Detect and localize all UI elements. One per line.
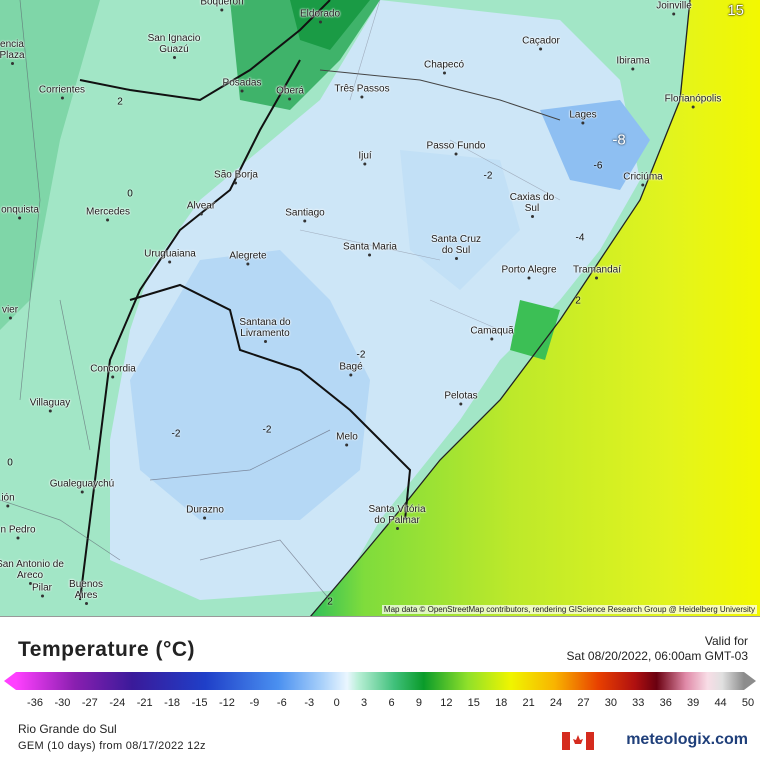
colorbar-tick-label: -6: [276, 697, 287, 709]
contour-label: -2: [171, 428, 181, 440]
city-label: San Ignacio Guazú: [139, 33, 209, 59]
colorbar-tick-label: -9: [249, 697, 260, 709]
city-label: Pilar: [32, 583, 52, 598]
colorbar-tick-label: 30: [604, 697, 617, 709]
city-label: Criciúma: [623, 172, 662, 187]
colorbar-tick-label: 18: [495, 697, 508, 709]
colorbar-tick-label: 15: [467, 697, 480, 709]
colorbar-tick-label: -3: [304, 697, 315, 709]
city-label: Mercedes: [86, 207, 130, 222]
city-label: San Antonio de Areco: [0, 559, 65, 585]
city-label: vier: [2, 305, 18, 320]
flag-icon: [562, 732, 594, 750]
city-label: Durazno: [186, 505, 224, 520]
city-label: Santa Maria: [343, 242, 397, 257]
contour-label: 0: [7, 457, 13, 469]
colorbar-tick-label: -12: [219, 697, 235, 709]
colorbar-tick-label: 50: [741, 697, 755, 709]
attribution: Map data © OpenStreetMap contributors, r…: [381, 605, 757, 614]
city-label: Villaguay: [30, 398, 70, 413]
colorbar-tick-label: 12: [440, 697, 453, 709]
colorbar-tick-label: 0: [333, 697, 340, 709]
city-label: Concordia: [90, 364, 136, 379]
colorbar-tick-label: 21: [522, 697, 535, 709]
city-label: Uruguaiana: [144, 249, 196, 264]
city-label: onquista: [1, 205, 39, 220]
colorbar-tick-label: -18: [164, 697, 181, 709]
city-label: Ibirama: [616, 56, 649, 71]
city-label: Pelotas: [444, 391, 477, 406]
colorbar-tick-label: 9: [415, 697, 422, 709]
colorbar-tick-label: 27: [577, 697, 590, 709]
colorbar-tick-label: 36: [659, 697, 672, 709]
city-label: Posadas: [223, 78, 262, 93]
city-label: Alvear: [187, 201, 215, 216]
city-label: Bagé: [339, 362, 362, 377]
legend-title: Temperature (°C): [18, 638, 196, 661]
city-label: Santa Cruz do Sul: [426, 234, 486, 260]
contour-label: 2: [117, 96, 123, 108]
city-label: Tramandaí: [573, 265, 621, 280]
contour-label: -2: [262, 424, 272, 436]
city-label: n Pedro: [0, 525, 35, 540]
colorbar-tick-label: 6: [388, 697, 395, 709]
city-label: São Borja: [214, 170, 258, 185]
city-label: Boqueron: [200, 0, 243, 12]
city-label: Caçador: [522, 36, 560, 51]
colorbar-tick-label: -21: [136, 697, 153, 709]
city-label: Corrientes: [39, 85, 85, 100]
colorbar-tick-label: 33: [632, 697, 645, 709]
colorbar-tick-label: -30: [54, 697, 71, 709]
city-label: Passo Fundo: [427, 141, 486, 156]
contour-label: -8: [612, 131, 626, 149]
colorbar-tick-label: 44: [714, 697, 727, 709]
contour-label: 2: [327, 596, 333, 608]
city-label: Gualeguaychú: [50, 479, 115, 494]
city-label: Alegrete: [229, 251, 266, 266]
city-label: Porto Alegre: [501, 265, 556, 280]
brand[interactable]: meteologix.com: [626, 731, 748, 748]
contour-label: 2: [575, 295, 581, 307]
colorbar-tick-label: 39: [687, 697, 700, 709]
contour-label: -4: [575, 232, 585, 244]
city-label: Ijuí: [358, 151, 371, 166]
city-label: Caxias do Sul: [507, 192, 557, 218]
city-label: Lages: [569, 110, 596, 125]
colorbar: [4, 672, 756, 690]
contour-label: -6: [593, 160, 603, 172]
contour-label: -2: [483, 170, 493, 182]
city-label: Florianópolis: [665, 94, 722, 109]
city-label: Chapecó: [424, 60, 464, 75]
valid-label: Valid for: [704, 634, 748, 648]
colorbar-tick-label: -15: [191, 697, 208, 709]
contour-label: -2: [356, 349, 366, 361]
colorbar-tick-label: -24: [109, 697, 126, 709]
city-label: Joinville: [656, 1, 692, 16]
city-label: Eldorado: [300, 9, 340, 24]
city-label: Santiago: [285, 208, 324, 223]
colorbar-tick-label: 24: [549, 697, 563, 709]
city-label: ión: [1, 493, 14, 508]
colorbar-tick-label: -36: [27, 697, 43, 709]
city-label: Três Passos: [334, 84, 389, 99]
colorbar-tick-label: -27: [81, 697, 98, 709]
valid-time: Sat 08/20/2022, 06:00am GMT-03: [566, 649, 748, 663]
colorbar-tick-label: 3: [361, 697, 368, 709]
city-label: Melo: [336, 432, 358, 447]
city-label: Santa Vitória do Palmar: [367, 504, 427, 530]
contour-label: 0: [127, 188, 133, 200]
region: Rio Grande do Sul: [18, 722, 117, 736]
city-label: Camaquã: [470, 326, 513, 341]
city-label: Santana do Livramento: [225, 317, 305, 343]
city-label: encia Plaza: [0, 39, 32, 65]
corner-label: 15: [727, 2, 744, 19]
city-label: Oberá: [276, 86, 304, 101]
model-run: GEM (10 days) from 08/17/2022 12z: [18, 740, 206, 752]
city-label: Buenos Aires: [61, 579, 111, 605]
